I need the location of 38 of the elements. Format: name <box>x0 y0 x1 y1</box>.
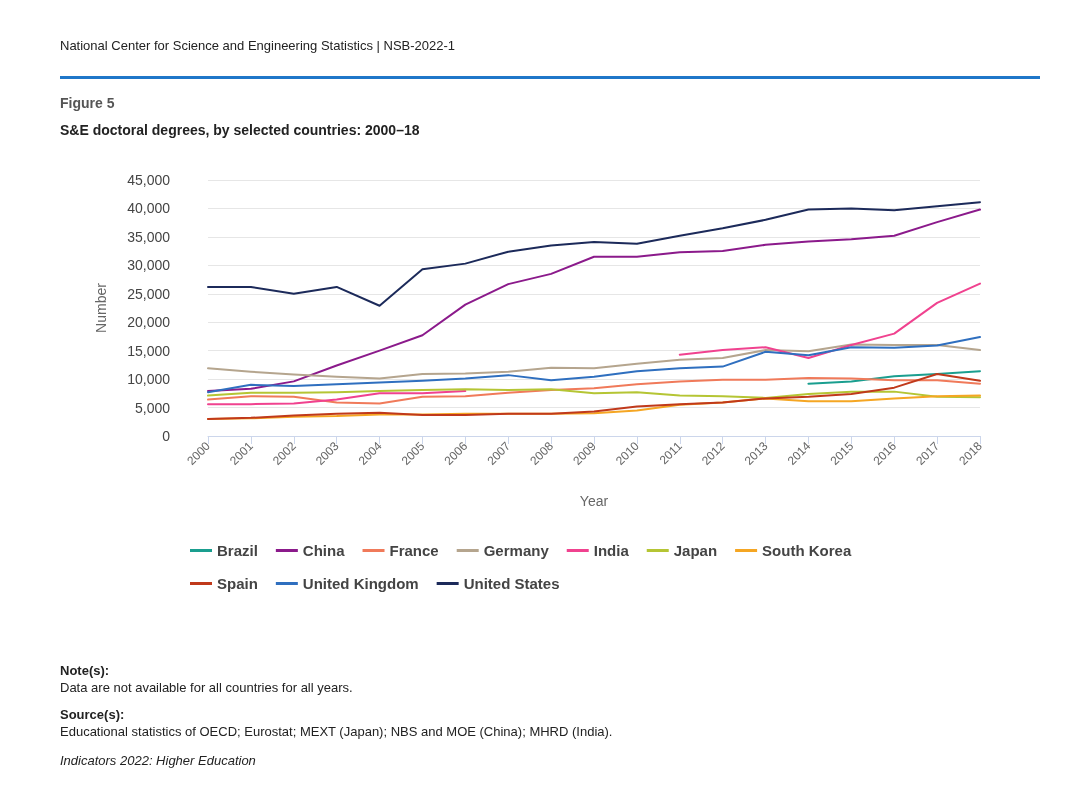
x-axis-title: Year <box>579 493 609 509</box>
legend-label: France <box>389 542 439 559</box>
legend-label: China <box>302 542 346 559</box>
text: National Center for Science and Engineering Statistics | NSB-2022-1 <box>60 38 456 53</box>
line-series <box>207 388 981 399</box>
line-series <box>207 343 981 380</box>
text: Data are not available for all countries for all years. <box>60 679 354 696</box>
y-tick-label: 30,000 <box>127 257 171 274</box>
chart-title: S&E doctoral degrees, by selected countries: 2000–18 <box>60 122 420 138</box>
legend-label: Germany <box>483 542 550 559</box>
line-series <box>207 372 981 420</box>
source-note: Source(s): <box>60 706 126 723</box>
text: Educational statistics of OECD; Eurostat; MEXT (Japan); NBS and MOE (China); MHRD (India). <box>60 723 613 740</box>
legend-label: Japan <box>673 542 718 559</box>
legend-label: South Korea <box>762 542 852 559</box>
legend-label: United States <box>463 575 560 592</box>
y-tick-label: 10,000 <box>127 371 171 388</box>
line-series <box>207 201 981 307</box>
y-tick-label: 25,000 <box>127 285 171 302</box>
y-tick-label: 15,000 <box>127 342 171 359</box>
text: Indicators 2022: Higher Education <box>60 752 257 769</box>
legend-label: India <box>593 542 630 559</box>
y-tick-label: 20,000 <box>127 314 171 331</box>
y-tick-label: 0 <box>162 428 171 444</box>
line-series <box>807 370 981 385</box>
legend-label: Spain <box>217 575 258 592</box>
legend-label: United Kingdom <box>302 575 419 592</box>
line-series <box>207 208 981 393</box>
caption: Figure 5 <box>60 95 115 111</box>
y-tick-label: 5,000 <box>134 399 171 416</box>
line-series <box>207 376 981 405</box>
y-axis-title: Number <box>93 282 109 333</box>
legend-label: Brazil <box>217 542 258 559</box>
y-tick-label: 45,000 <box>127 172 171 188</box>
y-tick-label: 35,000 <box>127 228 171 245</box>
line-series <box>207 336 981 394</box>
y-tick-label: 40,000 <box>127 200 171 217</box>
text: Note(s): <box>60 662 111 679</box>
